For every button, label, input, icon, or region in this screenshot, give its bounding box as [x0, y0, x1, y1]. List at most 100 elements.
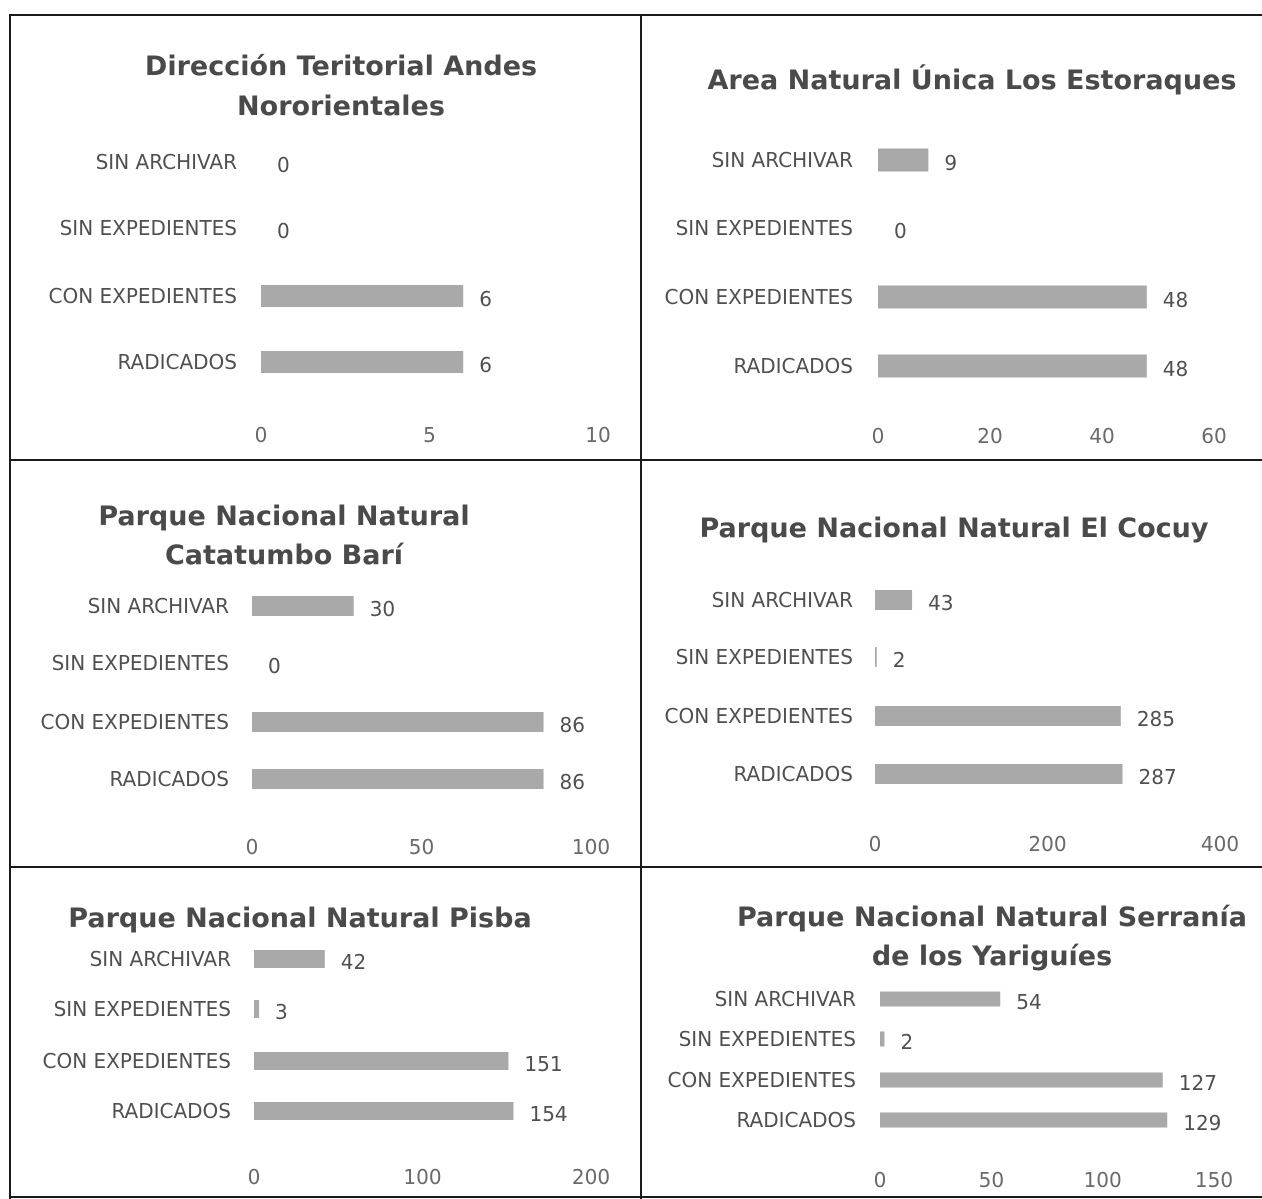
category-label: RADICADOS [736, 1108, 856, 1132]
bar [878, 285, 1147, 309]
chart-6-svg: Parque Nacional Natural Serranía de los Y… [667, 902, 1247, 1192]
bar [254, 1000, 260, 1018]
bar [254, 1052, 509, 1070]
bar [254, 950, 325, 968]
data-label: 30 [370, 597, 395, 621]
category-label: RADICADOS [733, 762, 853, 786]
x-tick-label: 5 [423, 423, 436, 447]
category-label: SIN EXPEDIENTES [679, 1027, 856, 1051]
data-label: 86 [560, 770, 585, 794]
category-label: RADICADOS [117, 350, 237, 374]
chart-3-svg: Parque Nacional Natural Catatumbo Barí SIN… [40, 501, 610, 859]
x-tick-label: 0 [874, 1168, 887, 1192]
chart-title: Area Natural Única Los Estoraques [708, 64, 1237, 96]
x-tick-label: 0 [869, 832, 882, 856]
chart-title: Parque Nacional Natural Catatumbo Barí [98, 501, 469, 571]
chart-title: Parque Nacional Natural El Cocuy [699, 513, 1208, 544]
bar [875, 590, 913, 610]
bar [880, 1112, 1168, 1128]
frame-middle-vertical [640, 14, 642, 1199]
category-label: RADICADOS [733, 354, 853, 378]
chart-4-svg: Parque Nacional Natural El Cocuy SIN ARCH… [664, 513, 1239, 856]
data-label: 6 [479, 287, 492, 311]
data-label: 9 [944, 151, 957, 175]
frame-left [9, 14, 11, 1199]
chart-panel-2: Area Natural Única Los Estoraques SIN ARC… [642, 16, 1262, 459]
category-label: CON EXPEDIENTES [40, 710, 229, 734]
bar [880, 991, 1001, 1007]
data-label: 86 [560, 713, 585, 737]
category-label: CON EXPEDIENTES [664, 704, 853, 728]
x-tick-label: 100 [572, 835, 610, 859]
bar [878, 148, 929, 172]
category-label: SIN EXPEDIENTES [52, 651, 229, 675]
data-label: 2 [900, 1030, 913, 1054]
chart-title: Parque Nacional Natural Pisba [68, 903, 531, 934]
bar [261, 351, 464, 373]
data-label: 154 [529, 1102, 567, 1126]
chart-5-svg: Parque Nacional Natural Pisba SIN ARCHIVA… [42, 903, 610, 1189]
x-tick-label: 0 [872, 424, 885, 448]
x-tick-label: 100 [1084, 1168, 1122, 1192]
x-tick-label: 400 [1201, 832, 1239, 856]
x-tick-label: 150 [1195, 1168, 1233, 1192]
data-label: 48 [1163, 357, 1188, 381]
bar [878, 354, 1147, 378]
data-label: 48 [1163, 288, 1188, 312]
data-label: 285 [1137, 707, 1175, 731]
frame-row1-divider [10, 459, 1262, 461]
x-tick-label: 40 [1089, 424, 1114, 448]
data-label: 0 [894, 219, 907, 243]
chart-title: Dirección Teritorial Andes Nororientales [145, 51, 537, 122]
x-tick-label: 0 [248, 1165, 261, 1189]
data-label: 151 [524, 1052, 562, 1076]
data-label: 3 [275, 1000, 288, 1024]
bar [875, 764, 1123, 784]
category-label: SIN ARCHIVAR [712, 588, 853, 612]
category-label: SIN ARCHIVAR [90, 947, 231, 971]
category-label: SIN ARCHIVAR [88, 594, 229, 618]
category-label: CON EXPEDIENTES [48, 284, 237, 308]
chart-panel-3: Parque Nacional Natural Catatumbo Barí SIN… [11, 461, 640, 866]
category-label: SIN EXPEDIENTES [676, 645, 853, 669]
x-tick-label: 100 [403, 1165, 441, 1189]
chart-2-svg: Area Natural Única Los Estoraques SIN ARC… [664, 64, 1237, 448]
bar [880, 1072, 1163, 1088]
bar [875, 706, 1121, 726]
x-tick-label: 50 [409, 835, 434, 859]
data-label: 54 [1016, 990, 1041, 1014]
category-label: CON EXPEDIENTES [42, 1049, 231, 1073]
x-tick-label: 0 [255, 423, 268, 447]
x-tick-label: 200 [1028, 832, 1066, 856]
frame-bottom [10, 1196, 1262, 1198]
x-tick-label: 0 [246, 835, 259, 859]
category-label: SIN EXPEDIENTES [60, 216, 237, 240]
category-label: CON EXPEDIENTES [664, 285, 853, 309]
bar [252, 769, 544, 789]
data-label: 0 [277, 153, 290, 177]
bar [252, 712, 544, 732]
data-label: 42 [341, 950, 366, 974]
x-tick-label: 10 [585, 423, 610, 447]
bar [875, 647, 877, 667]
bar [252, 596, 354, 616]
category-label: SIN ARCHIVAR [712, 148, 853, 172]
x-tick-label: 20 [977, 424, 1002, 448]
category-label: SIN EXPEDIENTES [676, 216, 853, 240]
chart-panel-1: Dirección Teritorial Andes Nororientales S… [11, 16, 640, 459]
category-label: SIN EXPEDIENTES [54, 997, 231, 1021]
data-label: 6 [479, 353, 492, 377]
data-label: 127 [1179, 1071, 1217, 1095]
x-tick-label: 60 [1201, 424, 1226, 448]
frame-row2-divider [10, 866, 1262, 868]
category-label: SIN ARCHIVAR [715, 987, 856, 1011]
bar [254, 1102, 514, 1120]
chart-panel-5: Parque Nacional Natural Pisba SIN ARCHIVA… [11, 868, 640, 1196]
data-label: 129 [1183, 1111, 1221, 1135]
x-tick-label: 200 [572, 1165, 610, 1189]
category-label: SIN ARCHIVAR [96, 150, 237, 174]
x-tick-label: 50 [979, 1168, 1004, 1192]
frame-top [10, 14, 1262, 16]
data-label: 43 [928, 591, 953, 615]
